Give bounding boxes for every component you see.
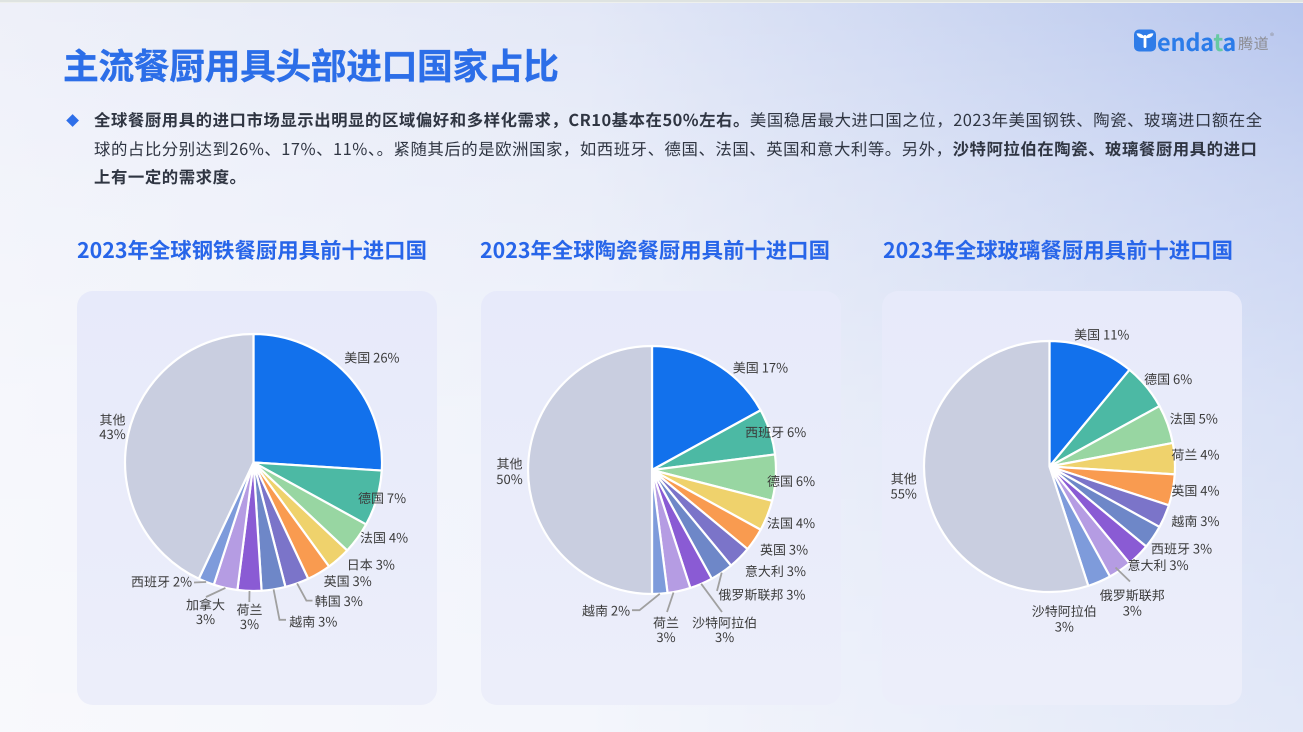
svg-text:沙特阿拉伯: 沙特阿拉伯 (1032, 601, 1097, 620)
svg-text:越南 2%: 越南 2% (582, 601, 630, 620)
svg-text:加拿大: 加拿大 (186, 595, 225, 614)
svg-text:俄罗斯联邦 3%: 俄罗斯联邦 3% (718, 585, 805, 604)
svg-text:德国 6%: 德国 6% (767, 471, 815, 490)
svg-text:荷兰: 荷兰 (653, 613, 679, 632)
svg-text:法国 4%: 法国 4% (360, 528, 408, 547)
svg-text:法国 4%: 法国 4% (767, 513, 815, 532)
svg-text:英国 3%: 英国 3% (324, 571, 372, 590)
svg-text:英国 3%: 英国 3% (760, 539, 808, 558)
svg-text:55%: 55% (890, 483, 916, 502)
svg-text:德国 7%: 德国 7% (358, 488, 406, 507)
svg-text:意大利 3%: 意大利 3% (745, 561, 806, 580)
svg-text:3%: 3% (240, 614, 259, 633)
svg-text:3%: 3% (1055, 616, 1074, 635)
svg-text:日本 3%: 日本 3% (347, 555, 395, 574)
svg-text:法国 5%: 法国 5% (1170, 409, 1218, 428)
svg-text:其他: 其他 (496, 454, 522, 473)
svg-text:美国 26%: 美国 26% (344, 347, 399, 366)
svg-text:荷兰: 荷兰 (236, 600, 262, 619)
svg-text:荷兰 4%: 荷兰 4% (1171, 445, 1219, 464)
svg-text:3%: 3% (196, 609, 215, 628)
svg-text:美国 11%: 美国 11% (1074, 324, 1129, 343)
svg-text:英国 4%: 英国 4% (1171, 480, 1219, 499)
svg-text:西班牙 6%: 西班牙 6% (745, 422, 806, 441)
svg-text:3%: 3% (656, 627, 675, 646)
svg-text:43%: 43% (99, 424, 125, 443)
svg-text:美国 17%: 美国 17% (733, 357, 788, 376)
svg-text:西班牙 2%: 西班牙 2% (131, 572, 192, 591)
svg-text:俄罗斯联邦: 俄罗斯联邦 (1100, 585, 1165, 604)
svg-text:3%: 3% (715, 627, 734, 646)
svg-text:越南 3%: 越南 3% (1171, 511, 1219, 530)
svg-text:其他: 其他 (99, 410, 125, 429)
svg-text:西班牙 3%: 西班牙 3% (1151, 539, 1212, 558)
svg-text:3%: 3% (1123, 601, 1142, 620)
svg-text:意大利 3%: 意大利 3% (1128, 555, 1189, 574)
svg-text:德国 6%: 德国 6% (1144, 369, 1192, 388)
svg-text:沙特阿拉伯: 沙特阿拉伯 (692, 613, 757, 632)
svg-text:其他: 其他 (891, 469, 917, 488)
svg-text:韩国 3%: 韩国 3% (315, 591, 363, 610)
svg-text:越南 3%: 越南 3% (289, 611, 337, 630)
svg-text:50%: 50% (496, 469, 522, 488)
